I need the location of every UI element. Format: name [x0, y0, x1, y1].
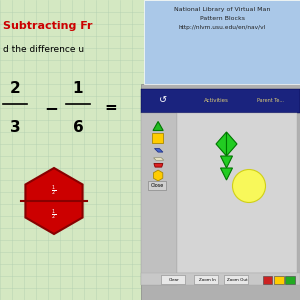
Polygon shape: [26, 168, 82, 234]
FancyBboxPatch shape: [285, 276, 295, 284]
FancyBboxPatch shape: [141, 112, 177, 285]
Text: 1: 1: [73, 81, 83, 96]
Text: =: =: [105, 100, 117, 116]
Text: d the difference u: d the difference u: [3, 45, 84, 54]
FancyBboxPatch shape: [274, 276, 284, 284]
Text: Zoom In: Zoom In: [199, 278, 215, 282]
FancyBboxPatch shape: [152, 134, 163, 142]
FancyBboxPatch shape: [177, 112, 297, 273]
FancyBboxPatch shape: [141, 273, 300, 285]
Text: National Library of Virtual Man: National Library of Virtual Man: [174, 8, 270, 13]
FancyBboxPatch shape: [141, 88, 300, 112]
FancyBboxPatch shape: [148, 181, 166, 190]
Text: Subtracting Fr: Subtracting Fr: [3, 21, 92, 31]
Polygon shape: [154, 158, 164, 160]
Polygon shape: [220, 156, 232, 168]
Text: $\frac{1}{2}$: $\frac{1}{2}$: [51, 207, 57, 222]
FancyBboxPatch shape: [262, 276, 272, 284]
Text: ↺: ↺: [159, 95, 168, 106]
FancyBboxPatch shape: [224, 275, 248, 284]
Polygon shape: [216, 132, 226, 156]
Text: Clear: Clear: [169, 278, 179, 282]
FancyBboxPatch shape: [144, 0, 300, 84]
Polygon shape: [154, 148, 163, 152]
FancyBboxPatch shape: [161, 275, 185, 284]
Text: Activities: Activities: [204, 98, 228, 103]
Polygon shape: [220, 168, 232, 180]
FancyBboxPatch shape: [194, 275, 218, 284]
Polygon shape: [153, 170, 163, 181]
Polygon shape: [226, 132, 237, 156]
Polygon shape: [154, 164, 163, 167]
Text: Zoom Out: Zoom Out: [227, 278, 247, 282]
Polygon shape: [153, 122, 163, 130]
Text: http://nlvm.usu.edu/en/nav/vl: http://nlvm.usu.edu/en/nav/vl: [178, 26, 266, 31]
Text: 6: 6: [73, 120, 83, 135]
Text: $\frac{1}{2}$: $\frac{1}{2}$: [51, 183, 57, 198]
Text: −: −: [44, 99, 58, 117]
Text: Parent Te...: Parent Te...: [256, 98, 284, 103]
Text: Pattern Blocks: Pattern Blocks: [200, 16, 244, 22]
Text: 2: 2: [10, 81, 20, 96]
Text: 3: 3: [10, 120, 20, 135]
FancyBboxPatch shape: [141, 84, 300, 300]
Circle shape: [232, 169, 266, 202]
Text: Close: Close: [151, 183, 164, 188]
